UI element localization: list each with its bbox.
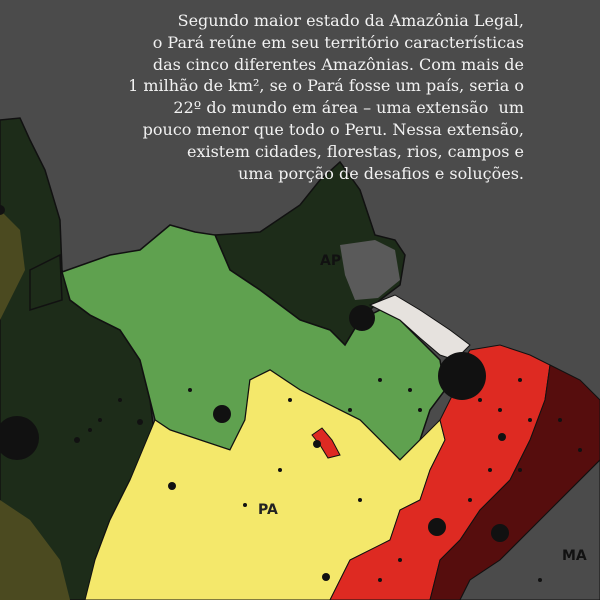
intro-line: das cinco diferentes Amazônias. Com mais… [152, 54, 524, 74]
region-north-dark [29, 253, 63, 312]
region-olive-west [0, 210, 70, 600]
label-ma: MA [562, 548, 587, 564]
intro-paragraph: Segundo maior estado da Amazônia Legal, … [24, 10, 524, 184]
label-pa: PA [258, 502, 278, 518]
label-ap: AP [320, 253, 341, 269]
intro-line: uma porção de desafios e soluções. [238, 163, 524, 183]
intro-line: 22º do mundo em área – uma extensão um [173, 98, 524, 118]
region-maranhao [459, 459, 600, 600]
intro-line: Segundo maior estado da Amazônia Legal, [177, 11, 524, 30]
intro-line: pouco menor que todo o Peru. Nessa exten… [142, 119, 524, 139]
region-amapa-gray [340, 240, 400, 300]
intro-line: existem cidades, florestas, rios, campos… [186, 141, 524, 161]
city-markers [0, 205, 582, 582]
intro-line: 1 milhão de km², se o Pará fosse um país… [128, 76, 524, 96]
region-dark-red [429, 364, 600, 600]
intro-line: o Pará reúne em seu território caracterí… [152, 32, 524, 52]
